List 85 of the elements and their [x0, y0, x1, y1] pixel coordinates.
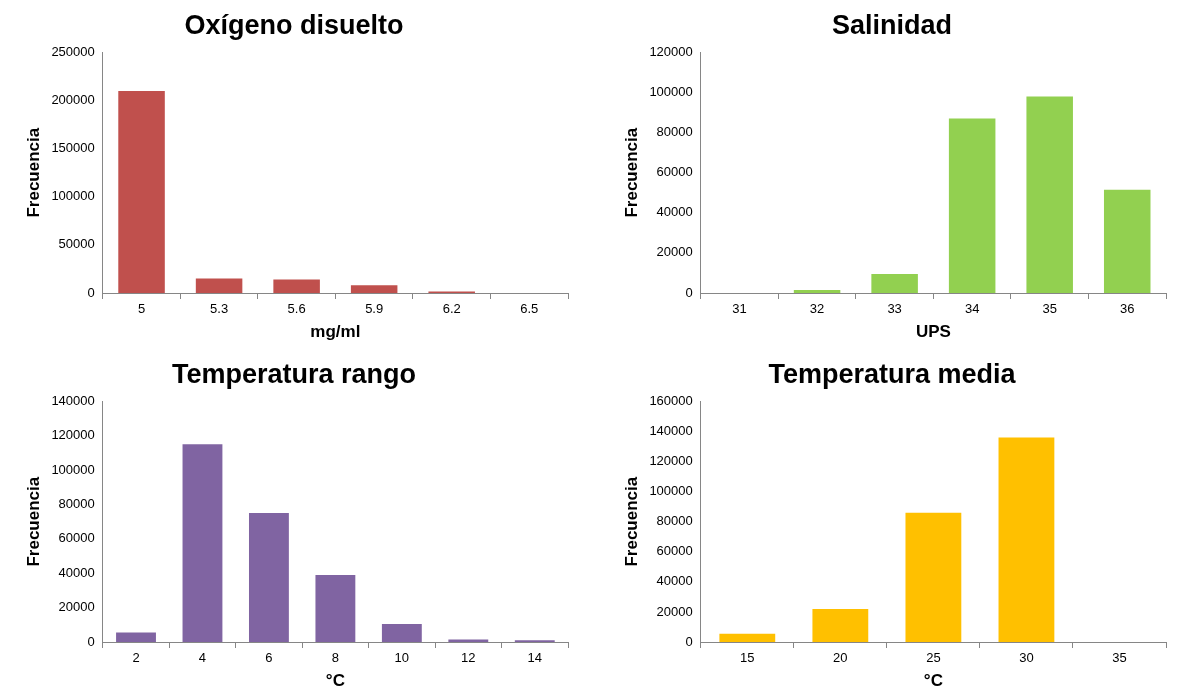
y-tick-label: 80000 — [656, 513, 693, 529]
y-tick-label: 100000 — [649, 483, 693, 499]
bar — [793, 289, 841, 293]
y-tick-label: 80000 — [656, 124, 693, 140]
bar — [116, 632, 156, 642]
x-tick-label: 36 — [1120, 301, 1135, 317]
y-tick-label: 60000 — [656, 543, 693, 559]
chart-title: Salinidad — [831, 9, 953, 40]
chart-title: Oxígeno disuelto — [184, 9, 404, 40]
y-tick-label: 40000 — [58, 564, 95, 580]
bar — [871, 273, 918, 293]
x-tick-label: 35 — [1042, 301, 1057, 317]
y-axis-title: Frecuencia — [23, 476, 43, 567]
y-tick-label: 0 — [685, 284, 693, 300]
x-tick-label: 6.5 — [520, 301, 539, 317]
x-tick-label: 12 — [461, 650, 476, 666]
x-tick-label: 5.9 — [365, 301, 384, 317]
y-tick-label: 20000 — [656, 244, 693, 260]
x-tick-label: 34 — [964, 301, 980, 317]
x-tick-label: 6 — [265, 650, 273, 666]
x-tick-label: 5.3 — [210, 301, 229, 317]
bar — [1026, 96, 1073, 293]
x-axis-title: °C — [325, 671, 345, 691]
y-tick-label: 100000 — [51, 461, 95, 477]
bar — [273, 279, 320, 293]
y-tick-label: 120000 — [649, 453, 693, 469]
y-tick-label: 80000 — [58, 496, 95, 512]
bar — [719, 633, 776, 642]
bar — [381, 623, 422, 642]
bar — [118, 90, 165, 293]
bar — [948, 118, 996, 293]
y-axis-title: Frecuencia — [621, 476, 641, 567]
y-tick-label: 60000 — [58, 530, 95, 546]
x-axis-title: °C — [923, 671, 943, 691]
bar — [315, 574, 356, 642]
x-tick-label: 14 — [527, 650, 542, 666]
x-tick-label: 10 — [394, 650, 410, 666]
x-tick-label: 31 — [732, 301, 747, 317]
x-axis-title: mg/ml — [310, 322, 361, 342]
x-tick-label: 33 — [887, 301, 902, 317]
y-tick-label: 140000 — [649, 423, 693, 439]
bar — [812, 608, 869, 642]
y-axis-title: Frecuencia — [23, 127, 43, 218]
x-tick-label: 6.2 — [442, 301, 461, 317]
x-tick-label: 15 — [740, 650, 755, 666]
y-tick-label: 0 — [685, 633, 693, 649]
x-tick-label: 5.6 — [287, 301, 306, 317]
x-tick-label: 5 — [137, 301, 146, 317]
y-tick-label: 120000 — [51, 427, 95, 443]
y-tick-label: 250000 — [51, 43, 95, 59]
bar — [248, 513, 289, 642]
y-tick-label: 20000 — [58, 599, 95, 615]
x-tick-label: 8 — [331, 650, 340, 666]
y-tick-label: 0 — [87, 284, 95, 300]
bar — [195, 278, 243, 293]
x-tick-label: 4 — [198, 650, 207, 666]
bar — [350, 285, 398, 293]
x-tick-label: 25 — [926, 650, 941, 666]
x-tick-label: 35 — [1112, 650, 1127, 666]
bar — [1103, 189, 1151, 293]
x-tick-label: 20 — [833, 650, 848, 666]
y-tick-label: 40000 — [656, 573, 693, 589]
y-tick-label: 120000 — [649, 43, 693, 59]
y-tick-label: 140000 — [51, 392, 95, 408]
bar — [905, 512, 962, 642]
y-tick-label: 100000 — [51, 188, 95, 204]
y-tick-label: 0 — [87, 633, 95, 649]
y-tick-label: 20000 — [656, 603, 693, 619]
bar — [998, 437, 1055, 642]
chart-title: Temperatura media — [768, 358, 1017, 389]
y-tick-label: 50000 — [58, 236, 95, 252]
y-tick-label: 160000 — [649, 392, 693, 408]
chart-title: Temperatura rango — [171, 358, 417, 389]
bar — [448, 639, 489, 642]
y-tick-label: 100000 — [649, 84, 693, 100]
y-axis-title: Frecuencia — [621, 127, 641, 218]
bar — [182, 444, 223, 642]
x-tick-label: 30 — [1019, 650, 1034, 666]
y-tick-label: 200000 — [51, 92, 95, 108]
y-tick-label: 40000 — [656, 204, 693, 220]
y-tick-label: 60000 — [656, 164, 693, 180]
x-tick-label: 32 — [809, 301, 825, 317]
y-tick-label: 150000 — [51, 140, 95, 156]
x-axis-title: UPS — [915, 322, 951, 342]
x-tick-label: 2 — [132, 650, 140, 666]
